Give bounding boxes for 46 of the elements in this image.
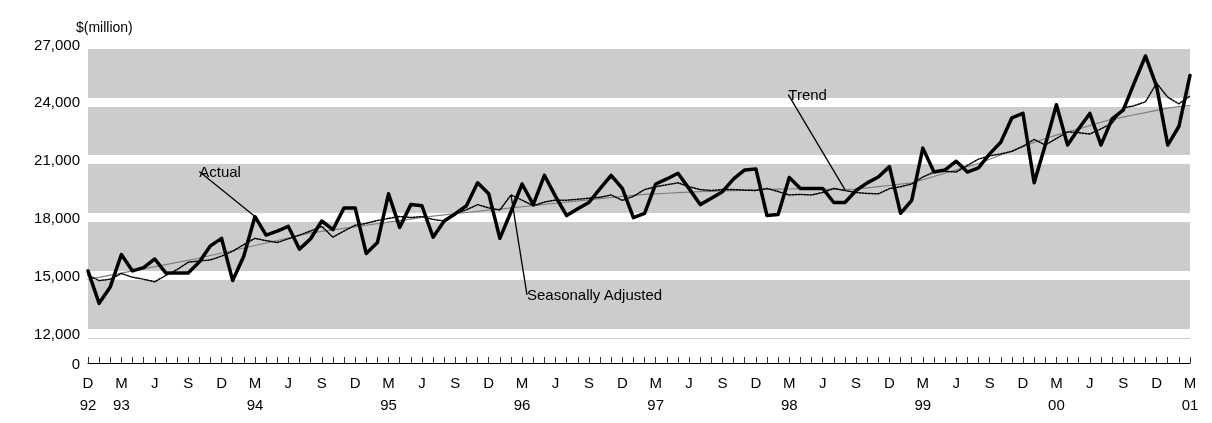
x-tick-label: S xyxy=(583,373,594,391)
x-tick-label: D xyxy=(884,373,896,391)
x-tick-label: M 99 xyxy=(914,373,932,413)
line-series xyxy=(86,54,1192,306)
x-tick-label: M 97 xyxy=(647,373,665,413)
x-tick-label: S xyxy=(316,373,327,391)
x-tick-label: D xyxy=(616,373,628,391)
x-tick-label: M 98 xyxy=(780,373,798,413)
x-tick-label: J xyxy=(284,373,293,391)
x-tick-label: M 95 xyxy=(380,373,397,413)
x-tick-label: S xyxy=(450,373,461,391)
x-tick-label: J xyxy=(818,373,827,391)
x-tick-label: M 00 xyxy=(1048,373,1065,413)
x-tick-label: J xyxy=(952,373,960,391)
y-tick-label: 27,000 xyxy=(34,35,80,53)
text: Seasonally Adjusted xyxy=(526,286,663,304)
x-tick-label: D xyxy=(483,373,495,391)
x-tick-label: D xyxy=(1151,373,1163,391)
y-tick-label: 21,000 xyxy=(34,151,80,169)
x-tick-label: J xyxy=(1086,373,1094,391)
y-tick-label: 12,000 xyxy=(34,324,80,342)
text: Trend xyxy=(788,86,827,104)
x-tick-label: J xyxy=(551,373,560,391)
x-tick-label: M 94 xyxy=(246,373,264,413)
x-tick-label: M 01 xyxy=(1181,373,1199,413)
x-tick-label: D xyxy=(349,373,361,391)
x-tick-label: D xyxy=(750,373,762,391)
x-tick-label: S xyxy=(1118,373,1129,391)
x-tick-label: M 96 xyxy=(513,373,531,413)
x-tick-label: S xyxy=(984,373,995,391)
y-tick-label: 24,000 xyxy=(34,93,80,111)
x-tick-label: J xyxy=(151,373,159,391)
x-tick-label: S xyxy=(183,373,194,391)
x-tick-label: J xyxy=(685,373,693,391)
y-axis-title: $(million) xyxy=(76,19,133,35)
text: Actual xyxy=(199,163,241,181)
x-tick-label: S xyxy=(851,373,862,391)
y-tick-label: 15,000 xyxy=(34,266,80,284)
y-tick-label: 18,000 xyxy=(34,209,80,227)
x-tick-label: S xyxy=(717,373,728,391)
x-tick-label: D 92 xyxy=(79,373,97,413)
x-tick-label: M 93 xyxy=(113,373,130,413)
x-tick-label: J xyxy=(418,373,426,391)
x-tick-label: D xyxy=(1017,373,1029,391)
text: 0 xyxy=(71,354,80,372)
x-tick-label: D xyxy=(216,373,228,391)
